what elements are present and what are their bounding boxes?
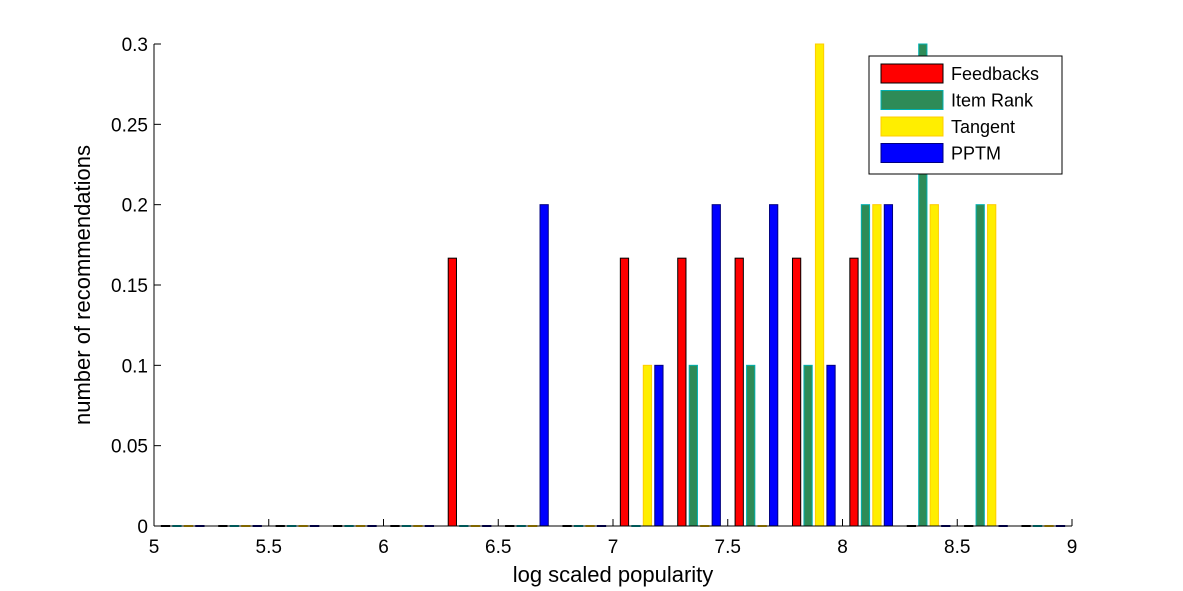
bar-feedbacks-bin-12	[849, 257, 859, 527]
legend-label-tangent: Tangent	[951, 117, 1015, 137]
legend-swatch-feedbacks	[880, 63, 944, 84]
bar-pptm-bin-6	[539, 204, 549, 527]
legend: Feedbacks Item Rank Tangent PPTM	[868, 55, 1063, 175]
bar-pptm-bin-11	[826, 364, 836, 527]
x-tick-label: 6	[378, 537, 389, 558]
bar-tangent-bin-12	[872, 204, 882, 527]
bar-item-rank-bin-11	[803, 364, 813, 527]
bar-item-rank-bin-10	[746, 364, 756, 527]
y-axis-label: number of recommendations	[70, 145, 95, 425]
legend-label-pptm: PPTM	[951, 144, 1001, 164]
x-axis-label: log scaled popularity	[513, 562, 714, 587]
bar-feedbacks-bin-8	[619, 257, 630, 527]
bar-pptm-bin-12	[883, 204, 894, 527]
y-tick-label: 0.1	[122, 356, 148, 377]
bar-feedbacks-bin-11	[791, 257, 802, 527]
bar-tangent-bin-13	[929, 204, 939, 527]
x-tick-label: 9	[1067, 537, 1078, 558]
bar-tangent-bin-11	[814, 43, 825, 527]
bar-pptm-bin-10	[769, 204, 779, 527]
x-tick-label: 7	[608, 537, 619, 558]
bar-feedbacks-bin-5	[447, 257, 457, 527]
bar-tangent-bin-14	[987, 204, 997, 527]
x-tick-label: 5	[149, 537, 160, 558]
bar-feedbacks-bin-10	[734, 257, 744, 527]
bar-pptm-bin-8	[654, 364, 664, 527]
x-tick-label: 8.5	[944, 537, 970, 558]
x-tick-label: 8	[837, 537, 848, 558]
legend-swatch-tangent	[880, 116, 944, 137]
bar-item-rank-bin-14	[975, 204, 985, 527]
ticks-group: 5 5.5 6 6.5 7 7.5 8 8.5 9 0 0.05 0.1 0.15 0.2 0.25 0.3	[111, 35, 1077, 558]
bar-tangent-bin-8	[642, 364, 653, 527]
bar-item-rank-bin-9	[688, 364, 698, 527]
x-tick-label: 7.5	[715, 537, 741, 558]
legend-label-item-rank: Item Rank	[951, 91, 1034, 111]
bar-pptm-bin-9	[711, 204, 721, 527]
bar-item-rank-bin-12	[860, 204, 871, 527]
legend-swatch-pptm	[880, 143, 944, 163]
legend-swatch-item-rank	[880, 90, 944, 110]
y-tick-label: 0.3	[122, 35, 148, 56]
bars-group	[160, 43, 1066, 527]
y-tick-label: 0.15	[111, 276, 148, 297]
y-tick-label: 0.2	[122, 196, 148, 217]
x-tick-label: 6.5	[485, 537, 511, 558]
y-tick-label: 0.25	[111, 115, 148, 136]
bar-feedbacks-bin-9	[677, 257, 687, 527]
x-tick-label: 5.5	[256, 537, 282, 558]
y-tick-label: 0	[137, 517, 148, 538]
legend-label-feedbacks: Feedbacks	[951, 64, 1039, 84]
y-tick-label: 0.05	[111, 437, 148, 458]
